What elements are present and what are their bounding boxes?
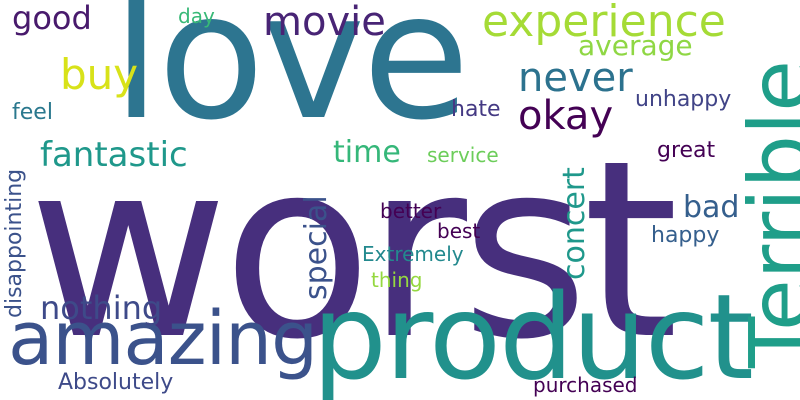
word-feel: feel <box>12 100 53 125</box>
word-amazing: amazing <box>8 296 318 382</box>
word-okay: okay <box>518 93 614 139</box>
word-average: average <box>578 29 693 62</box>
word-product: product <box>312 268 754 400</box>
word-terrible: Terrible <box>731 60 800 368</box>
word-thing: thing <box>371 268 423 292</box>
word-time: time <box>333 135 401 170</box>
word-fantastic: fantastic <box>40 135 188 175</box>
word-movie: movie <box>263 0 386 45</box>
word-bad: bad <box>683 190 740 225</box>
word-unhappy: unhappy <box>635 87 732 112</box>
word-hate: hate <box>451 97 501 122</box>
word-happy: happy <box>651 223 720 248</box>
word-love: love <box>112 0 470 159</box>
word-great: great <box>657 138 716 163</box>
word-day: day <box>178 4 215 28</box>
word-disappointing: disappointing <box>2 168 27 318</box>
word-absolutely: Absolutely <box>58 370 174 395</box>
word-nothing: nothing <box>40 289 163 327</box>
word-extremely: Extremely <box>362 242 464 266</box>
word-service: service <box>427 143 499 167</box>
word-special: special <box>299 195 334 300</box>
word-buy: buy <box>60 50 139 99</box>
word-best: best <box>437 219 481 243</box>
word-good: good <box>12 0 92 37</box>
word-experience: experience <box>482 0 726 47</box>
word-purchased: purchased <box>533 373 638 397</box>
word-concert: concert <box>557 167 592 280</box>
word-better: better <box>380 199 442 223</box>
word-worst: worst <box>28 108 679 393</box>
word-never: never <box>518 55 633 101</box>
